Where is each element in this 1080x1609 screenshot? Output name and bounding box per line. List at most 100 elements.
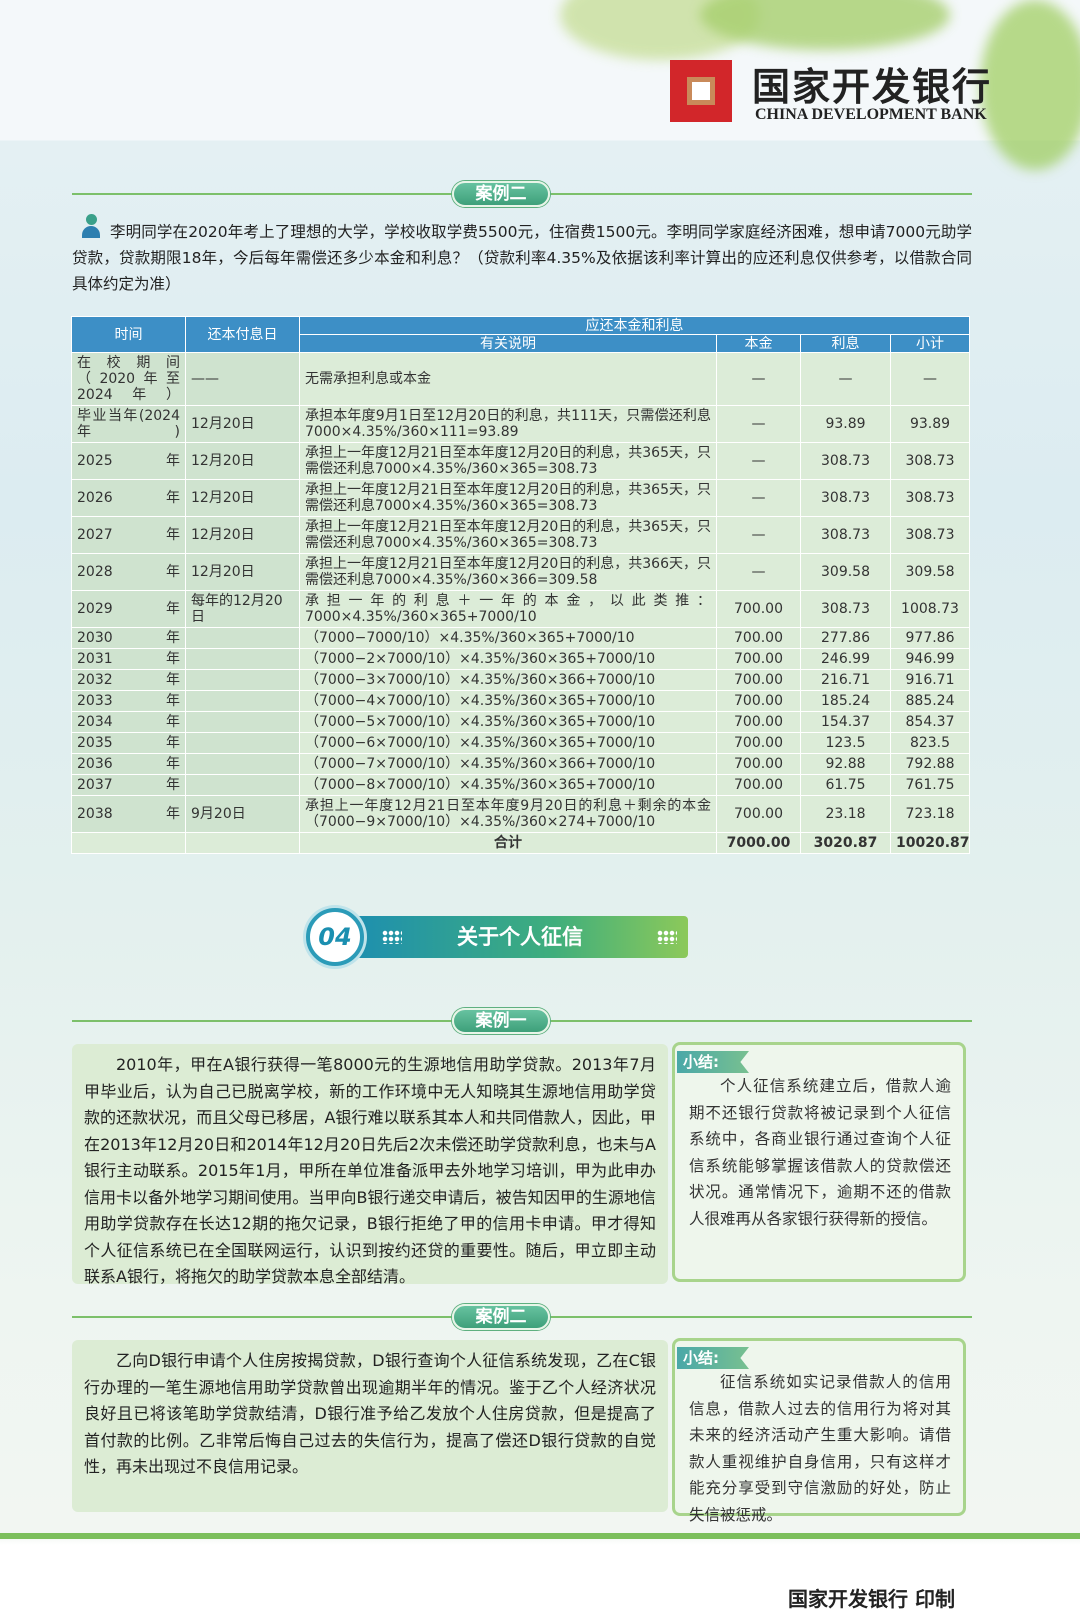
table-cell: 700.00 bbox=[716, 627, 801, 649]
table-cell: 1008.73 bbox=[890, 590, 970, 628]
table-cell: 93.89 bbox=[800, 405, 891, 443]
header-cell: 小计 bbox=[890, 334, 970, 353]
table-row: 在校期间（2020年至2024年） —— 无需承担利息或本金 — — — bbox=[71, 352, 970, 406]
table-cell: 12月20日 bbox=[185, 405, 300, 443]
person-icon bbox=[82, 214, 100, 240]
table-cell: 916.71 bbox=[890, 669, 970, 691]
table-cell: 无需承担利息或本金 bbox=[299, 352, 717, 406]
section-number: 04 bbox=[306, 908, 364, 966]
table-cell: — bbox=[716, 405, 801, 443]
table-row: 2026年 12月20日 承担上一年度12月21日至本年度12月20日的利息，共36… bbox=[71, 479, 970, 517]
table-cell: 2036年 bbox=[71, 753, 186, 775]
table-cell: 承担上一年度12月21日至本年度9月20日的利息＋剩余的本金（7000−9×70… bbox=[299, 795, 717, 833]
table-cell: （7000−3×7000/10）×4.35%/360×366+7000/10 bbox=[299, 669, 717, 691]
dots bbox=[382, 930, 402, 944]
table-cell: 308.73 bbox=[890, 516, 970, 554]
table-row: 2032年 （7000−3×7000/10）×4.35%/360×366+7000… bbox=[71, 669, 970, 691]
table-cell: 2038年 bbox=[71, 795, 186, 833]
section-title: 关于个人征信 bbox=[457, 925, 583, 949]
table-cell: 2032年 bbox=[71, 669, 186, 691]
leaf-decor bbox=[980, 0, 1080, 170]
table-cell bbox=[185, 832, 300, 854]
table-cell: 23.18 bbox=[800, 795, 891, 833]
table-cell: 毕业当年(2024年) bbox=[71, 405, 186, 443]
table-row: 2033年 （7000−4×7000/10）×4.35%/360×365+7000… bbox=[71, 690, 970, 712]
table-cell bbox=[71, 832, 186, 854]
table-cell: 309.58 bbox=[800, 553, 891, 591]
table-cell: 308.73 bbox=[800, 516, 891, 554]
logo-mark bbox=[670, 60, 732, 122]
table-cell: 承担上一年度12月21日至本年度12月20日的利息，共365天，只需偿还利息70… bbox=[299, 442, 717, 480]
logo-cn: 国家开发银行 bbox=[752, 64, 993, 109]
table-cell bbox=[185, 732, 300, 754]
table-cell: 700.00 bbox=[716, 590, 801, 628]
table-cell: 700.00 bbox=[716, 774, 801, 796]
table-cell: 308.73 bbox=[800, 479, 891, 517]
table-cell: 2037年 bbox=[71, 774, 186, 796]
table-cell: — bbox=[716, 516, 801, 554]
table-row: 2028年 12月20日 承担上一年度12月21日至本年度12月20日的利息，共36… bbox=[71, 553, 970, 591]
table-cell: 2035年 bbox=[71, 732, 186, 754]
header-cell: 应还本金和利息 bbox=[299, 316, 970, 335]
table-cell bbox=[185, 627, 300, 649]
table-cell: 946.99 bbox=[890, 648, 970, 670]
table-cell: 2030年 bbox=[71, 627, 186, 649]
table-row: 2025年 12月20日 承担上一年度12月21日至本年度12月20日的利息，共36… bbox=[71, 442, 970, 480]
table-cell: —— bbox=[185, 352, 300, 406]
dots bbox=[657, 930, 677, 944]
table-cell: （7000−7×7000/10）×4.35%/360×366+7000/10 bbox=[299, 753, 717, 775]
table-cell: 761.75 bbox=[890, 774, 970, 796]
table-cell: 308.73 bbox=[800, 442, 891, 480]
table-cell: 216.71 bbox=[800, 669, 891, 691]
table-cell: 承担上一年度12月21日至本年度12月20日的利息，共365天，只需偿还利息70… bbox=[299, 516, 717, 554]
case-box: 2010年，甲在A银行获得一笔8000元的生源地信用助学贷款。2013年7月甲毕… bbox=[72, 1044, 668, 1286]
table-cell: （7000−8×7000/10）×4.35%/360×365+7000/10 bbox=[299, 774, 717, 796]
table-cell: 154.37 bbox=[800, 711, 891, 733]
table-row: 2030年 （7000−7000/10）×4.35%/360×365+7000/1… bbox=[71, 627, 970, 649]
table-cell: 308.73 bbox=[890, 442, 970, 480]
table-cell: 2034年 bbox=[71, 711, 186, 733]
logo-inner bbox=[687, 77, 715, 105]
header-cell: 有关说明 bbox=[299, 334, 717, 353]
logo-en: CHINA DEVELOPMENT BANK bbox=[755, 106, 987, 123]
table-cell bbox=[185, 711, 300, 733]
table-cell bbox=[185, 648, 300, 670]
table-cell: — bbox=[716, 553, 801, 591]
total-cell: 合计 bbox=[299, 832, 717, 854]
table-cell: 12月20日 bbox=[185, 479, 300, 517]
table-cell: 2026年 bbox=[71, 479, 186, 517]
table-cell: 700.00 bbox=[716, 795, 801, 833]
table-cell: （7000−4×7000/10）×4.35%/360×365+7000/10 bbox=[299, 690, 717, 712]
table-cell bbox=[185, 774, 300, 796]
total-cell: 10020.87 bbox=[890, 832, 970, 854]
table-cell: — bbox=[716, 442, 801, 480]
table-cell: （7000−6×7000/10）×4.35%/360×365+7000/10 bbox=[299, 732, 717, 754]
footer-bar bbox=[0, 1533, 1080, 1539]
footer-text: 国家开发银行 印制 bbox=[788, 1587, 955, 1609]
table-cell: 123.5 bbox=[800, 732, 891, 754]
table-cell: （7000−7000/10）×4.35%/360×365+7000/10 bbox=[299, 627, 717, 649]
table-cell: 308.73 bbox=[800, 590, 891, 628]
table-cell: 309.58 bbox=[890, 553, 970, 591]
table-cell: 700.00 bbox=[716, 711, 801, 733]
table-cell: 承担上一年度12月21日至本年度12月20日的利息，共365天，只需偿还利息70… bbox=[299, 479, 717, 517]
table-row: 2031年 （7000−2×7000/10）×4.35%/360×365+7000… bbox=[71, 648, 970, 670]
table-cell: 12月20日 bbox=[185, 442, 300, 480]
table-cell: 9月20日 bbox=[185, 795, 300, 833]
header-cell: 本金 bbox=[716, 334, 801, 353]
table-row: 2035年 （7000−6×7000/10）×4.35%/360×365+7000… bbox=[71, 732, 970, 754]
table-cell: 246.99 bbox=[800, 648, 891, 670]
total-cell: 7000.00 bbox=[716, 832, 801, 854]
intro-text: 李明同学在2020年考上了理想的大学，学校收取学费5500元，住宿费1500元。… bbox=[72, 223, 972, 293]
table-cell: 2033年 bbox=[71, 690, 186, 712]
table-row: 2027年 12月20日 承担上一年度12月21日至本年度12月20日的利息，共36… bbox=[71, 516, 970, 554]
table-cell: — bbox=[716, 479, 801, 517]
header-cell: 还本付息日 bbox=[185, 316, 300, 353]
table-cell: 792.88 bbox=[890, 753, 970, 775]
table-cell: 每年的12月20日 bbox=[185, 590, 300, 628]
table-cell: 700.00 bbox=[716, 690, 801, 712]
table-cell: — bbox=[890, 352, 970, 406]
table-cell: 12月20日 bbox=[185, 553, 300, 591]
table-cell: 承担上一年度12月21日至本年度12月20日的利息，共366天，只需偿还利息70… bbox=[299, 553, 717, 591]
